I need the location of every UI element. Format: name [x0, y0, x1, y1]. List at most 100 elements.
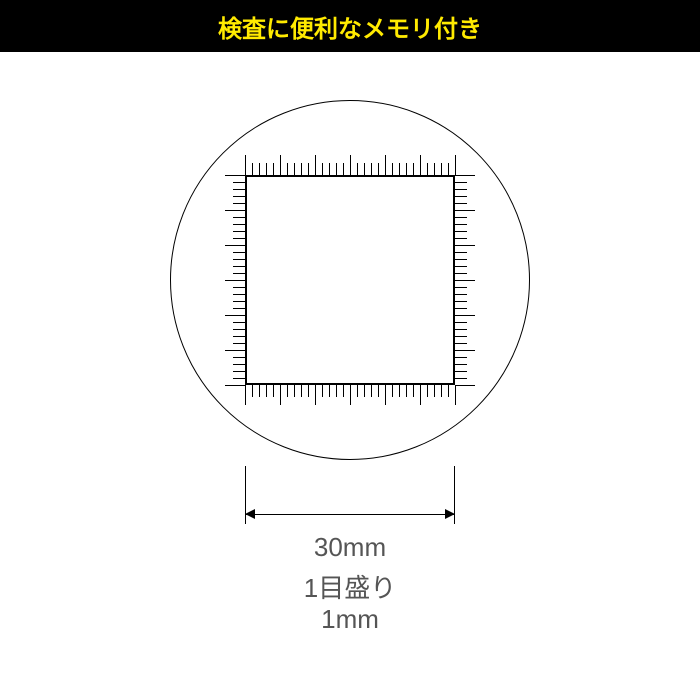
scale-tick: [322, 385, 323, 397]
scale-tick: [455, 280, 475, 281]
scale-tick: [406, 163, 407, 175]
scale-tick: [455, 259, 467, 260]
dimension-arrow-icon: [445, 509, 455, 519]
scale-tick: [225, 385, 245, 386]
scale-tick: [273, 385, 274, 397]
scale-tick: [308, 385, 309, 397]
scale-tick: [455, 182, 467, 183]
scale-tick: [455, 245, 475, 246]
scale-tick: [371, 163, 372, 175]
scale-tick: [252, 385, 253, 397]
scale-tick: [233, 252, 245, 253]
scale-tick: [441, 163, 442, 175]
scale-tick: [233, 308, 245, 309]
scale-tick: [308, 163, 309, 175]
scale-tick: [455, 371, 467, 372]
scale-tick: [455, 308, 467, 309]
scale-tick: [420, 385, 421, 405]
scale-tick: [392, 163, 393, 175]
scale-tick: [455, 350, 475, 351]
scale-tick: [233, 259, 245, 260]
scale-tick: [350, 155, 351, 175]
dimension-division-label-2: 1mm: [321, 604, 379, 635]
scale-tick: [378, 163, 379, 175]
scale-tick: [280, 155, 281, 175]
scale-tick: [455, 378, 467, 379]
scale-tick: [455, 364, 467, 365]
scale-tick: [287, 163, 288, 175]
scale-tick: [233, 287, 245, 288]
reticle-circle: [170, 100, 530, 460]
scale-tick: [233, 301, 245, 302]
scale-tick: [233, 343, 245, 344]
scale-tick: [245, 385, 246, 405]
scale-tick: [233, 371, 245, 372]
scale-tick: [455, 189, 467, 190]
scale-tick: [315, 155, 316, 175]
scale-tick: [427, 163, 428, 175]
scale-tick: [455, 287, 467, 288]
scale-tick: [259, 385, 260, 397]
scale-tick: [455, 155, 456, 175]
scale-tick: [322, 163, 323, 175]
scale-tick: [225, 210, 245, 211]
scale-tick: [273, 163, 274, 175]
scale-tick: [233, 378, 245, 379]
scale-tick: [455, 315, 475, 316]
scale-tick: [252, 163, 253, 175]
scale-tick: [301, 385, 302, 397]
scale-tick: [455, 210, 475, 211]
header-bar: 検査に便利なメモリ付き: [0, 0, 700, 52]
scale-tick: [233, 266, 245, 267]
dimension-line: [245, 514, 455, 515]
scale-tick: [287, 385, 288, 397]
scale-tick: [294, 163, 295, 175]
scale-tick: [455, 294, 467, 295]
scale-tick: [392, 385, 393, 397]
scale-tick: [371, 385, 372, 397]
scale-tick: [233, 196, 245, 197]
scale-tick: [336, 385, 337, 397]
scale-tick: [233, 182, 245, 183]
scale-tick: [448, 385, 449, 397]
scale-tick: [455, 203, 467, 204]
scale-tick: [399, 163, 400, 175]
scale-tick: [399, 385, 400, 397]
dimension-width-label: 30mm: [314, 532, 386, 563]
scale-tick: [336, 163, 337, 175]
scale-tick: [233, 294, 245, 295]
scale-tick: [455, 329, 467, 330]
scale-tick: [266, 163, 267, 175]
scale-tick: [455, 301, 467, 302]
scale-tick: [364, 163, 365, 175]
scale-tick: [280, 385, 281, 405]
reticle-wrapper: [170, 100, 530, 460]
scale-tick: [420, 155, 421, 175]
scale-tick: [294, 385, 295, 397]
scale-tick: [233, 238, 245, 239]
scale-tick: [233, 224, 245, 225]
scale-tick: [329, 385, 330, 397]
scale-tick: [233, 189, 245, 190]
scale-tick: [233, 336, 245, 337]
scale-tick: [413, 385, 414, 397]
scale-tick: [233, 217, 245, 218]
scale-tick: [233, 322, 245, 323]
scale-tick: [455, 385, 475, 386]
scale-tick: [434, 163, 435, 175]
reticle-square: [245, 175, 455, 385]
scale-tick: [378, 385, 379, 397]
scale-tick: [455, 175, 475, 176]
scale-tick: [385, 385, 386, 405]
scale-tick: [413, 163, 414, 175]
scale-tick: [225, 245, 245, 246]
dimension-arrow-icon: [245, 509, 255, 519]
scale-tick: [315, 385, 316, 405]
scale-tick: [455, 385, 456, 405]
scale-tick: [427, 385, 428, 397]
scale-tick: [343, 163, 344, 175]
scale-tick: [455, 266, 467, 267]
scale-tick: [455, 217, 467, 218]
scale-tick: [455, 273, 467, 274]
scale-tick: [225, 175, 245, 176]
